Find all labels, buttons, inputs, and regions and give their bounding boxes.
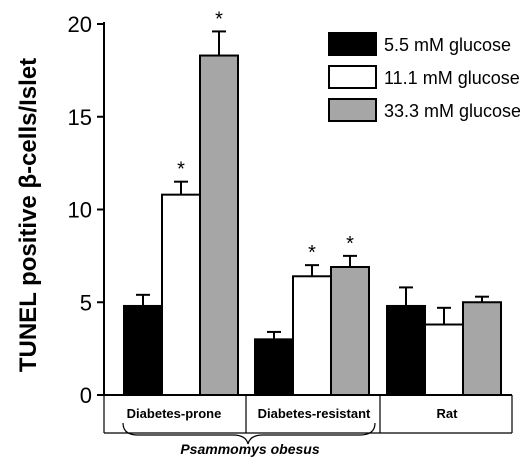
legend-label-1: 5.5 mM glucose (384, 35, 511, 55)
legend-label-2: 11.1 mM glucose (384, 68, 520, 88)
significance-marker: * (308, 242, 316, 264)
species-caption: Psammomys obesus (180, 441, 319, 457)
legend-swatch-3 (328, 98, 377, 122)
bar-2-2 (292, 275, 332, 396)
bar-3-1 (199, 54, 239, 396)
category-label-diabetes-prone: Diabetes-prone (127, 406, 222, 421)
significance-marker: * (346, 233, 354, 255)
y-axis-title: TUNEL positive β-cells/Islet (15, 58, 42, 372)
y-tick-label: 15 (68, 105, 92, 130)
y-tick-label: 20 (68, 12, 92, 37)
y-tick-label: 0 (80, 383, 92, 408)
y-tick-label: 10 (68, 198, 92, 223)
legend-label-3: 33.3 mM glucose (384, 101, 520, 121)
plot-area: 0 5 10 15 20 * * * * (68, 8, 513, 434)
bar-2-1 (161, 193, 201, 396)
significance-marker: * (177, 159, 185, 181)
legend: 5.5 mM glucose 11.1 mM glucose 33.3 mM glu… (328, 32, 520, 122)
legend-swatch-1 (328, 32, 377, 56)
bar-1-3 (386, 304, 426, 396)
y-tick-label: 5 (80, 290, 92, 315)
category-label-rat: Rat (437, 406, 459, 421)
bar-3-2 (330, 266, 370, 397)
bar-1-2 (254, 338, 294, 397)
bar-1-1 (123, 304, 163, 396)
bar-3-3 (462, 301, 502, 396)
legend-swatch-2 (328, 65, 377, 89)
bar-2-3 (424, 323, 464, 397)
species-group-brace (122, 422, 376, 445)
significance-marker: * (215, 8, 223, 30)
category-label-diabetes-resistant: Diabetes-resistant (258, 406, 371, 421)
